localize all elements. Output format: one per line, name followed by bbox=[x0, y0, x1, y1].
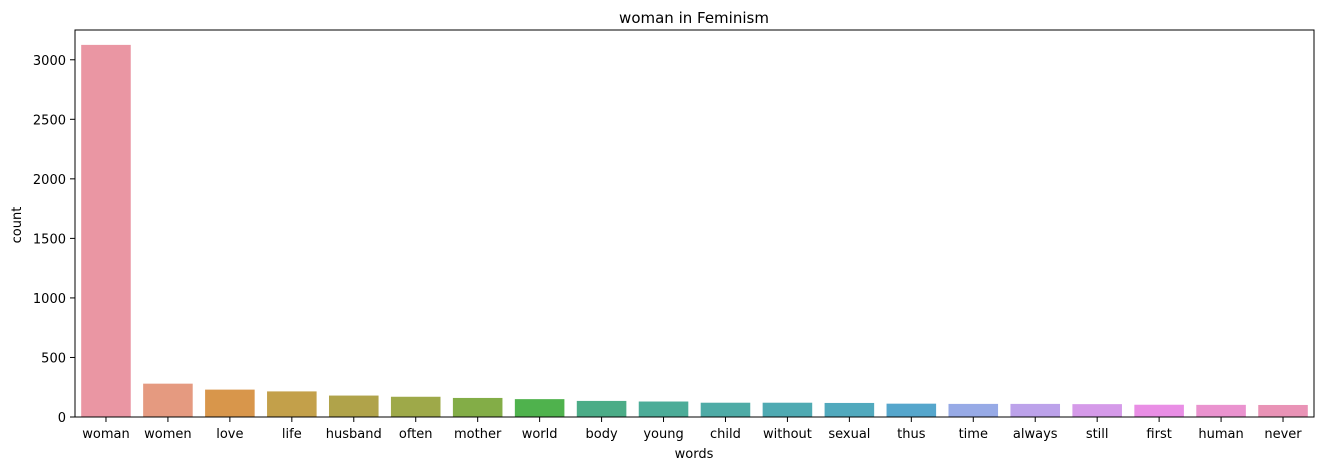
x-tick-label-still: still bbox=[1086, 427, 1109, 442]
y-tick-label: 2500 bbox=[33, 113, 66, 128]
bar-still bbox=[1072, 404, 1122, 417]
x-tick-label-thus: thus bbox=[897, 427, 926, 442]
y-tick-label: 1500 bbox=[33, 232, 66, 247]
y-tick-label: 2000 bbox=[33, 173, 66, 188]
bar-woman bbox=[81, 44, 131, 418]
x-tick-label-mother: mother bbox=[454, 427, 502, 442]
y-tick-label: 0 bbox=[58, 411, 66, 426]
y-axis-label: count bbox=[10, 207, 25, 244]
bar-life bbox=[267, 391, 317, 417]
x-tick-label-always: always bbox=[1013, 427, 1058, 442]
bar-young bbox=[638, 401, 689, 417]
bar-women bbox=[143, 383, 193, 417]
x-tick-label-young: young bbox=[643, 427, 683, 442]
bar-always bbox=[1010, 403, 1061, 417]
bar-without bbox=[762, 402, 813, 417]
bar-human bbox=[1196, 404, 1246, 417]
x-tick-label-often: often bbox=[399, 427, 433, 442]
x-tick-label-sexual: sexual bbox=[828, 427, 870, 442]
bar-often bbox=[390, 396, 441, 417]
x-tick-label-husband: husband bbox=[326, 427, 382, 442]
x-tick-label-time: time bbox=[959, 427, 988, 442]
plot-frame bbox=[74, 29, 1315, 418]
y-tick-label: 3000 bbox=[33, 54, 66, 69]
bar-body bbox=[576, 400, 627, 417]
bar-sexual bbox=[824, 402, 875, 417]
y-axis-ticks: 0 500 1000 1500 2000 2500 3000 bbox=[33, 54, 75, 426]
x-tick-label-never: never bbox=[1264, 427, 1302, 442]
x-tick-label-women: women bbox=[144, 427, 192, 442]
y-tick-label: 500 bbox=[41, 351, 66, 366]
bar-child bbox=[700, 402, 751, 417]
bar-world bbox=[514, 399, 565, 417]
y-tick-label: 1000 bbox=[33, 292, 66, 307]
x-tick-label-human: human bbox=[1198, 427, 1243, 442]
bar-husband bbox=[328, 395, 379, 417]
x-tick-label-without: without bbox=[763, 427, 812, 442]
chart-title: woman in Feminism bbox=[619, 9, 769, 27]
bar-time bbox=[948, 403, 999, 417]
x-tick-label-first: first bbox=[1146, 427, 1171, 442]
x-axis-ticks: woman women love life husband often mother worl… bbox=[82, 417, 1302, 442]
x-tick-label-love: love bbox=[216, 427, 243, 442]
x-tick-label-woman: woman bbox=[82, 427, 129, 442]
bar-mother bbox=[452, 397, 503, 417]
bars-group bbox=[81, 44, 1308, 418]
bar-first bbox=[1134, 404, 1184, 417]
x-tick-label-world: world bbox=[522, 427, 558, 442]
x-axis-label: words bbox=[675, 447, 714, 462]
x-tick-label-life: life bbox=[282, 427, 302, 442]
bar-love bbox=[205, 389, 255, 417]
x-tick-label-child: child bbox=[710, 427, 741, 442]
x-tick-label-body: body bbox=[585, 427, 617, 442]
bar-never bbox=[1258, 404, 1308, 417]
bar-thus bbox=[886, 403, 937, 417]
